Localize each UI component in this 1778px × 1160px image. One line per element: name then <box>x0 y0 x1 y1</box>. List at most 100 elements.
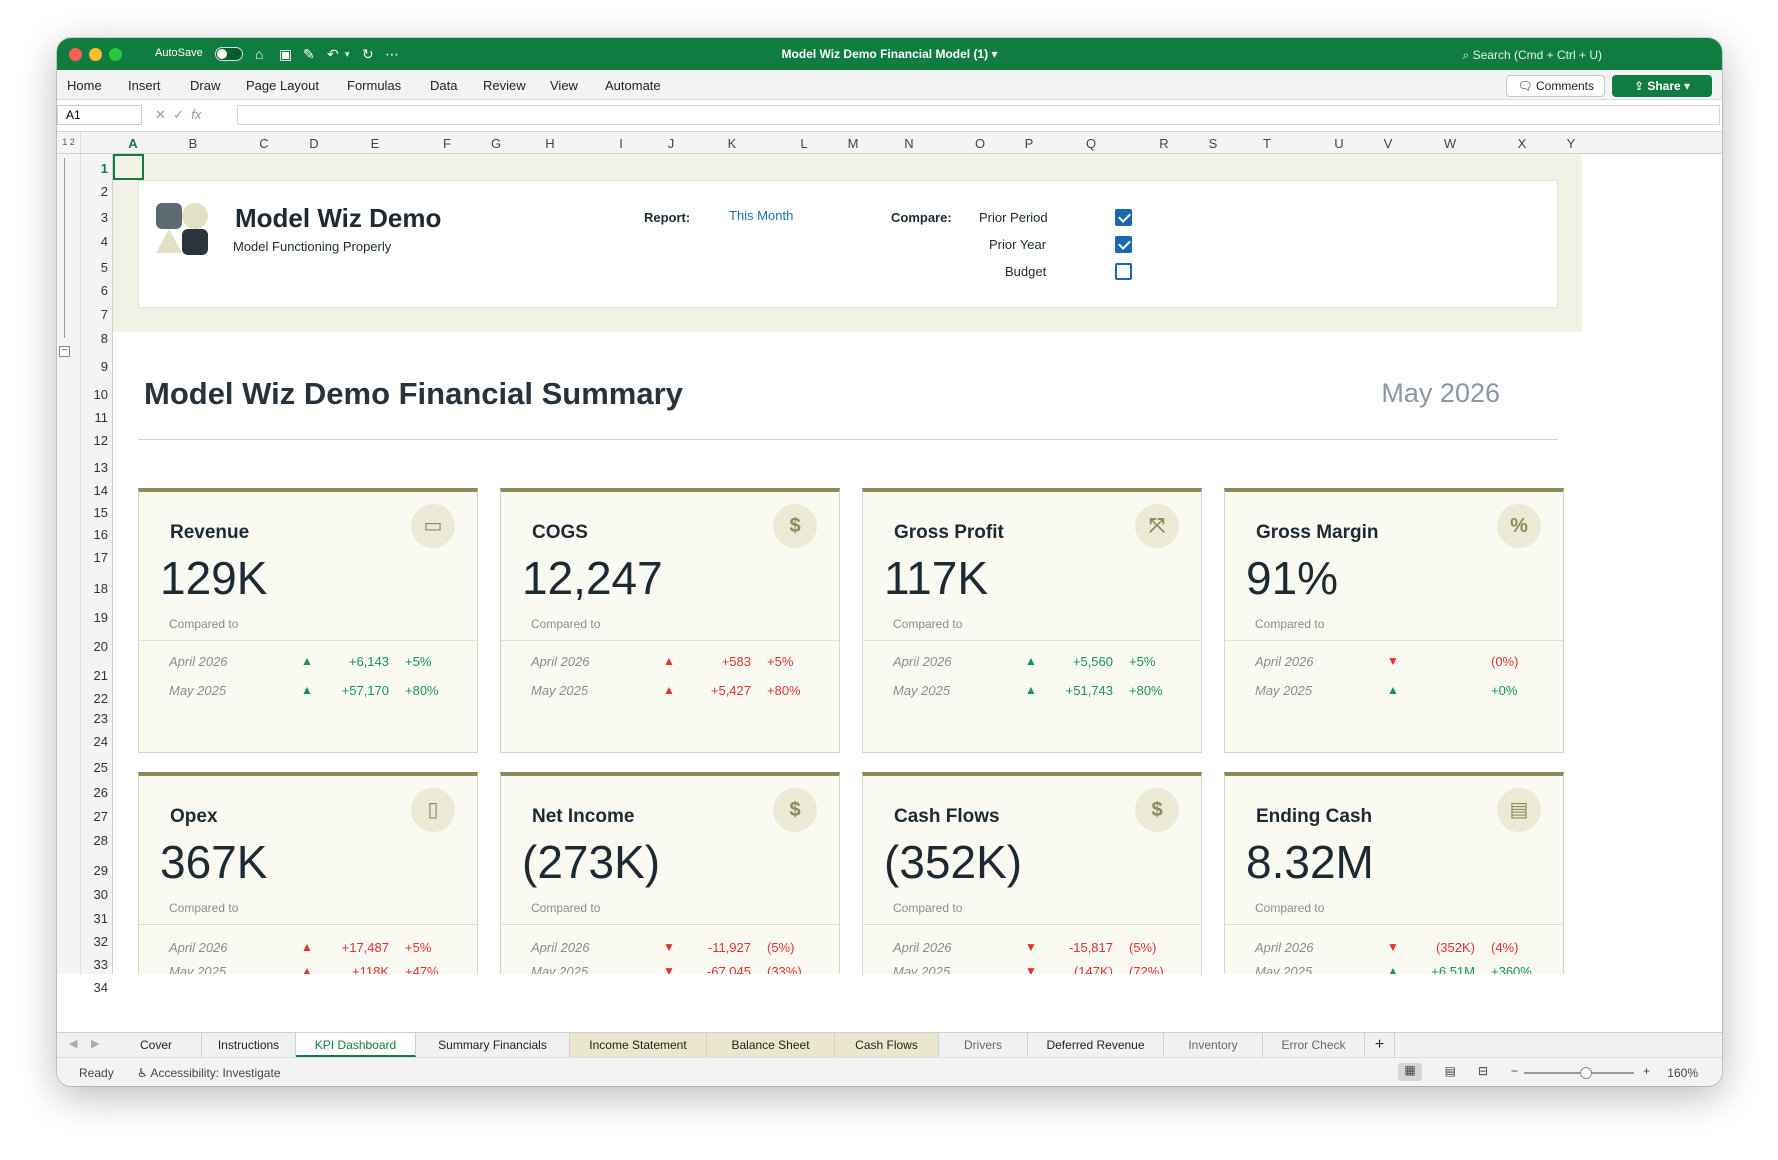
ribbon-tab-data[interactable]: Data <box>430 78 458 93</box>
tab-scroll-left-icon[interactable]: ◀ <box>69 1038 78 1050</box>
row-header[interactable]: 5 <box>100 260 108 275</box>
row-header[interactable]: 15 <box>93 505 108 520</box>
row-header[interactable]: 8 <box>100 331 108 346</box>
column-header-m[interactable]: M <box>847 136 859 151</box>
column-header-y[interactable]: Y <box>1566 136 1576 151</box>
column-header-p[interactable]: P <box>1024 136 1034 151</box>
accessibility-status[interactable]: ♿ Accessibility: Investigate <box>137 1066 281 1080</box>
page-break-view-icon[interactable]: ⊟ <box>1477 1064 1488 1078</box>
row-header[interactable]: 3 <box>100 210 108 225</box>
outline-level-2[interactable]: 2 <box>69 137 75 147</box>
zoom-slider-handle[interactable] <box>1580 1067 1592 1079</box>
prior-year-checkbox[interactable] <box>1115 236 1132 253</box>
column-header-a[interactable]: A <box>128 136 138 151</box>
row-header[interactable]: 22 <box>93 691 108 706</box>
ribbon-tab-view[interactable]: View <box>550 78 578 93</box>
more-icon[interactable]: ⋯ <box>385 46 399 62</box>
sheet-tab-cash-flows[interactable]: Cash Flows <box>835 1033 939 1057</box>
row-header[interactable]: 16 <box>93 527 108 542</box>
row-header[interactable]: 29 <box>93 863 108 878</box>
column-header-w[interactable]: W <box>1443 136 1457 151</box>
page-layout-view-icon[interactable]: ▤ <box>1444 1064 1456 1078</box>
ribbon-tab-insert[interactable]: Insert <box>128 78 161 93</box>
name-box[interactable]: A1 <box>57 105 142 125</box>
ribbon-tab-formulas[interactable]: Formulas <box>347 78 402 93</box>
zoom-slider[interactable] <box>1524 1072 1634 1074</box>
row-header[interactable]: 9 <box>100 359 108 374</box>
column-header-b[interactable]: B <box>188 136 198 151</box>
sheet-tab-inventory[interactable]: Inventory <box>1164 1033 1263 1057</box>
sheet-tab-drivers[interactable]: Drivers <box>939 1033 1028 1057</box>
ribbon-tab-draw[interactable]: Draw <box>190 78 221 93</box>
column-header-t[interactable]: T <box>1263 136 1271 151</box>
sheet-tab-income-statement[interactable]: Income Statement <box>570 1033 707 1057</box>
row-header[interactable]: 4 <box>100 234 108 249</box>
sheet-tab-balance-sheet[interactable]: Balance Sheet <box>707 1033 835 1057</box>
redo-icon[interactable]: ↻ <box>362 46 374 62</box>
ribbon-tab-home[interactable]: Home <box>67 78 102 93</box>
row-header[interactable]: 23 <box>93 711 108 726</box>
zoom-in-icon[interactable]: + <box>1642 1064 1650 1078</box>
sheet-tab-summary-financials[interactable]: Summary Financials <box>416 1033 570 1057</box>
row-header[interactable]: 27 <box>93 809 108 824</box>
row-header[interactable]: 17 <box>93 550 108 565</box>
row-header[interactable]: 24 <box>93 734 108 749</box>
minimize-window-button[interactable] <box>89 48 102 61</box>
comments-button[interactable]: 🗨 Comments <box>1506 75 1605 97</box>
row-header[interactable]: 18 <box>93 581 108 596</box>
row-header[interactable]: 13 <box>93 460 108 475</box>
row-header[interactable]: 14 <box>93 483 108 498</box>
column-header-f[interactable]: F <box>443 136 451 151</box>
sheet-tab-deferred-revenue[interactable]: Deferred Revenue <box>1028 1033 1164 1057</box>
home-icon[interactable]: ⌂ <box>255 46 264 62</box>
column-header-d[interactable]: D <box>309 136 319 151</box>
row-header[interactable]: 31 <box>93 911 108 926</box>
ribbon-tab-review[interactable]: Review <box>483 78 526 93</box>
row-header[interactable]: 12 <box>93 433 108 448</box>
column-header-o[interactable]: O <box>974 136 986 151</box>
row-header[interactable]: 34 <box>93 980 108 995</box>
share-button[interactable]: ⇪ Share ▾ <box>1612 75 1712 97</box>
column-header-s[interactable]: S <box>1208 136 1218 151</box>
column-header-v[interactable]: V <box>1383 136 1393 151</box>
report-dropdown[interactable]: This Month <box>729 208 794 223</box>
close-window-button[interactable] <box>69 48 82 61</box>
column-header-u[interactable]: U <box>1334 136 1344 151</box>
fx-icon[interactable]: fx <box>191 107 202 122</box>
worksheet[interactable]: Model Wiz Demo Model Functioning Properl… <box>113 154 1722 974</box>
budget-checkbox[interactable] <box>1115 263 1132 280</box>
undo-icon[interactable]: ↶ <box>327 46 339 62</box>
column-header-j[interactable]: J <box>667 136 675 151</box>
row-header[interactable]: 1 <box>100 161 108 176</box>
sheet-tab-cover[interactable]: Cover <box>111 1033 202 1057</box>
column-header-l[interactable]: L <box>800 136 808 151</box>
row-header[interactable]: 32 <box>93 934 108 949</box>
column-header-e[interactable]: E <box>370 136 380 151</box>
outline-level-1[interactable]: 1 <box>62 137 68 147</box>
row-header[interactable]: 25 <box>93 760 108 775</box>
sheet-tab-instructions[interactable]: Instructions <box>202 1033 296 1057</box>
tab-scroll-right-icon[interactable]: ▶ <box>91 1038 100 1050</box>
row-header[interactable]: 2 <box>100 184 108 199</box>
row-header[interactable]: 6 <box>100 283 108 298</box>
zoom-out-icon[interactable]: − <box>1510 1064 1518 1078</box>
outline-level-buttons[interactable]: 1 2 <box>57 132 81 153</box>
search-box[interactable]: ⌕ Search (Cmd + Ctrl + U) <box>1463 48 1602 63</box>
row-header[interactable]: 20 <box>93 639 108 654</box>
column-header-g[interactable]: G <box>490 136 502 151</box>
column-header-k[interactable]: K <box>727 136 737 151</box>
column-header-x[interactable]: X <box>1517 136 1527 151</box>
ribbon-tab-automate[interactable]: Automate <box>605 78 661 93</box>
chevron-down-icon[interactable]: ▾ <box>345 49 350 59</box>
row-header[interactable]: 33 <box>93 957 108 972</box>
row-header[interactable]: 11 <box>94 410 109 425</box>
zoom-level[interactable]: 160% <box>1667 1066 1698 1080</box>
collapse-group-button[interactable]: − <box>59 346 70 357</box>
selected-cell-a1[interactable] <box>113 154 144 180</box>
row-header[interactable]: 21 <box>93 668 108 683</box>
zoom-window-button[interactable] <box>109 48 122 61</box>
edit-icon[interactable]: ✎ <box>303 46 315 62</box>
row-header[interactable]: 28 <box>93 833 108 848</box>
column-header-h[interactable]: H <box>545 136 555 151</box>
ribbon-tab-page-layout[interactable]: Page Layout <box>246 78 320 93</box>
